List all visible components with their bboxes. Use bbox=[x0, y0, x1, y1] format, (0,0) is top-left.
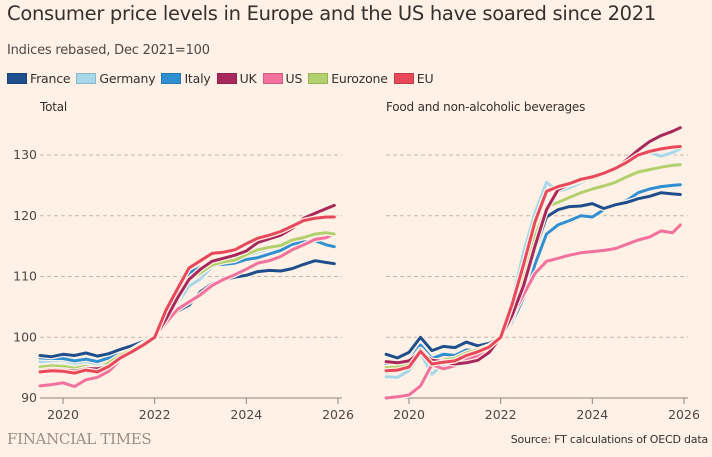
x-tick-label: 2026 bbox=[322, 407, 354, 422]
legend-label: US bbox=[285, 71, 303, 86]
legend-swatch bbox=[262, 73, 283, 84]
series-halo-uk bbox=[383, 124, 684, 367]
x-tick-label: 2022 bbox=[139, 407, 171, 422]
chart-subtitle: Indices rebased, Dec 2021=100 bbox=[7, 43, 210, 58]
legend-item-eu: EU bbox=[393, 71, 434, 86]
legend-swatch bbox=[216, 73, 237, 84]
series-line-italy bbox=[384, 183, 682, 367]
legend-item-france: France bbox=[7, 71, 71, 86]
ft-logo: FINANCIAL TIMES bbox=[7, 430, 152, 448]
legend-label: Italy bbox=[184, 71, 211, 86]
panel-title-total: Total bbox=[40, 100, 68, 114]
series-line-eu bbox=[38, 215, 336, 375]
series-line-us bbox=[38, 231, 336, 388]
y-tick-label: 120 bbox=[13, 208, 37, 223]
legend-item-eurozone: Eurozone bbox=[308, 71, 388, 86]
legend-swatch bbox=[161, 73, 182, 84]
legend-item-germany: Germany bbox=[76, 71, 156, 86]
legend-swatch bbox=[308, 73, 329, 84]
legend-swatch bbox=[7, 73, 27, 84]
legend-item-us: US bbox=[262, 71, 303, 86]
x-tick-label: 2020 bbox=[47, 407, 79, 422]
y-tick-label: 110 bbox=[13, 269, 37, 284]
y-tick-label: 90 bbox=[21, 390, 37, 405]
legend-swatch bbox=[393, 73, 414, 84]
panel-title-food: Food and non-alcoholic beverages bbox=[386, 100, 586, 114]
legend-item-italy: Italy bbox=[161, 71, 211, 86]
legend-label: UK bbox=[239, 71, 257, 86]
legend-item-uk: UK bbox=[216, 71, 257, 86]
x-tick-label: 2026 bbox=[668, 407, 700, 422]
legend-swatch bbox=[76, 73, 97, 84]
legend-label: Germany bbox=[99, 71, 156, 86]
source-note: Source: FT calculations of OECD data bbox=[510, 433, 708, 446]
y-tick-label: 100 bbox=[13, 329, 37, 344]
legend-label: EU bbox=[416, 71, 434, 86]
x-tick-label: 2020 bbox=[393, 407, 425, 422]
y-tick-label: 130 bbox=[13, 147, 37, 162]
legend: France Germany Italy UK US Eurozone EU bbox=[7, 71, 434, 86]
chart-title: Consumer price levels in Europe and the … bbox=[7, 2, 656, 25]
series-line-eu bbox=[384, 145, 682, 373]
legend-label: Eurozone bbox=[331, 71, 388, 86]
x-tick-label: 2024 bbox=[230, 407, 262, 422]
x-tick-label: 2022 bbox=[485, 407, 517, 422]
x-tick-label: 2024 bbox=[576, 407, 608, 422]
legend-label: France bbox=[30, 71, 71, 86]
